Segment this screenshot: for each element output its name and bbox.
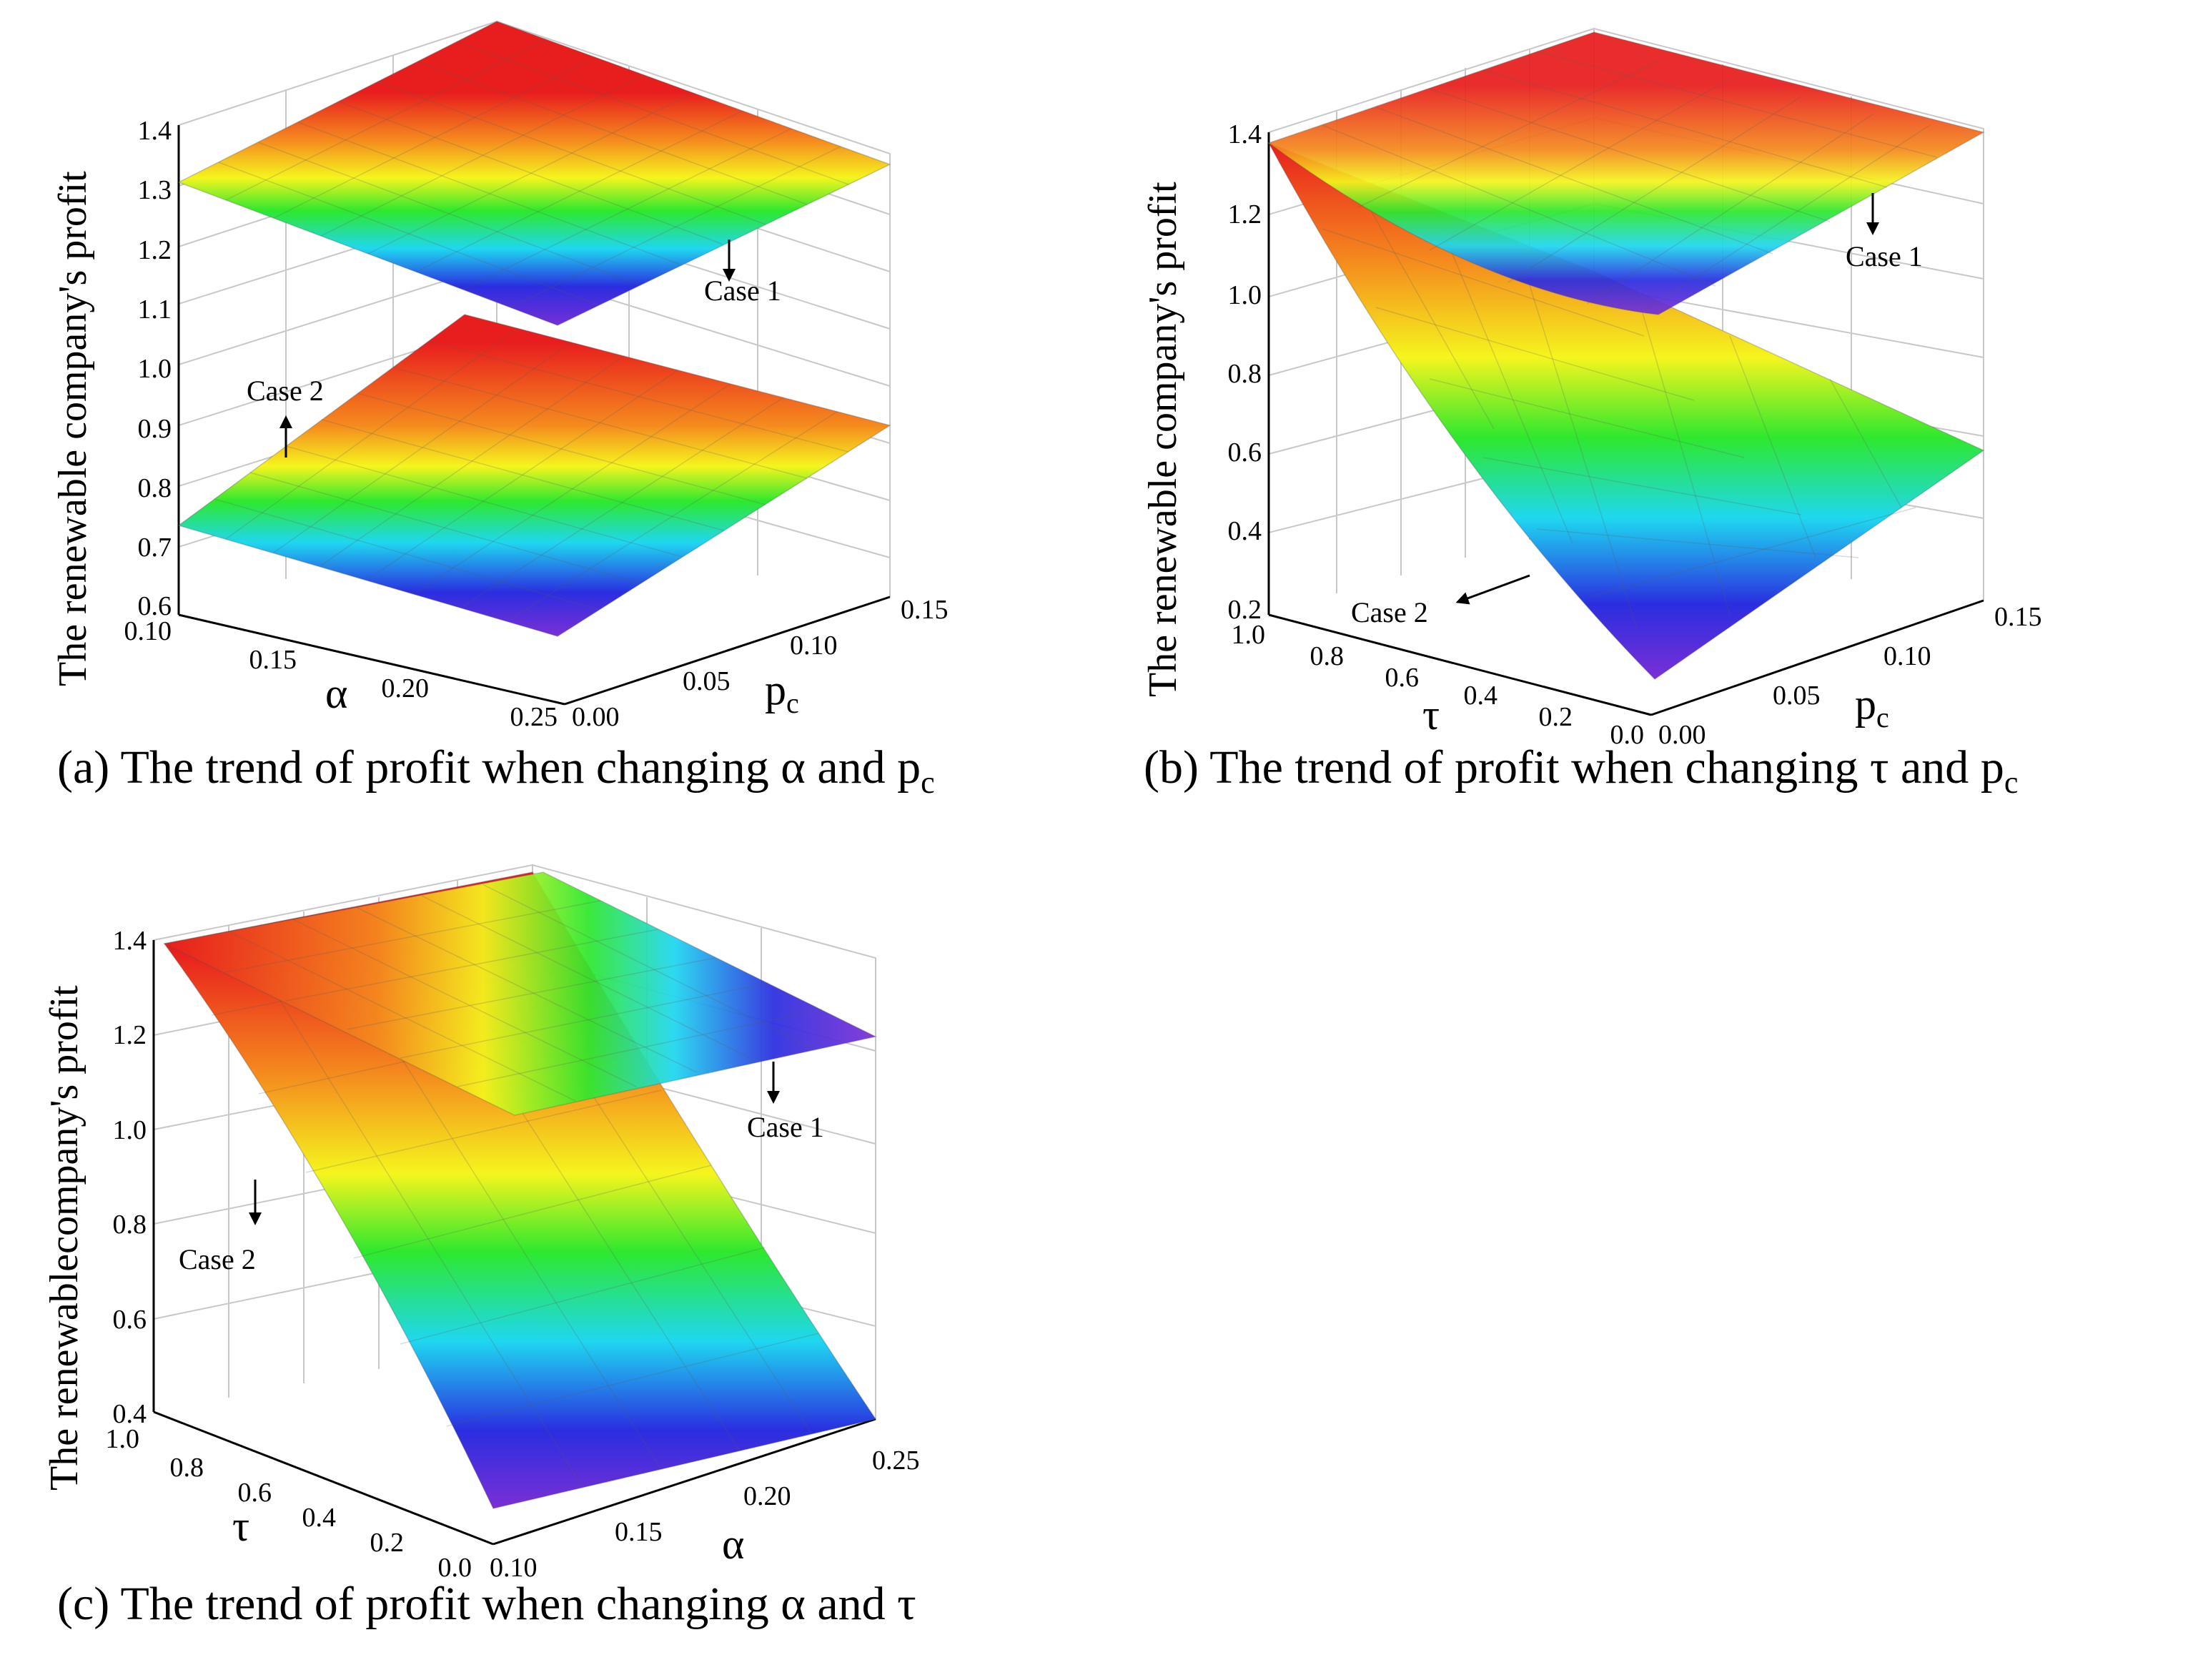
- z-tick: 1.0: [113, 1115, 147, 1145]
- width-tick: 0.00: [1658, 720, 1706, 750]
- z-tick: 1.3: [138, 175, 172, 205]
- depth-tick: 0.4: [1464, 681, 1498, 711]
- width-tick: 0.05: [683, 666, 731, 696]
- depth-tick: 0.6: [238, 1478, 272, 1508]
- z-tick: 0.8: [1228, 359, 1262, 389]
- width-tick: 0.25: [872, 1446, 920, 1476]
- depth-tick: 0.8: [1310, 641, 1345, 671]
- width-axis-title: pc: [1855, 681, 1889, 733]
- depth-tick: 1.0: [1232, 620, 1266, 650]
- annotation-case-2: Case 2: [1351, 574, 1530, 628]
- z-tick: 0.9: [138, 414, 172, 444]
- surface-case-2: [1267, 142, 1985, 680]
- width-tick: 0.10: [490, 1553, 538, 1583]
- z-tick: 0.4: [113, 1399, 147, 1429]
- z-tick: 0.6: [1228, 438, 1262, 468]
- case-1-label: Case 1: [747, 1111, 824, 1143]
- depth-tick: 0.4: [302, 1503, 337, 1533]
- z-tick: 1.1: [138, 295, 172, 325]
- z-tick: 1.0: [138, 354, 172, 384]
- width-axis-title: pc: [765, 666, 799, 719]
- width-tick: 0.15: [615, 1517, 663, 1547]
- z-tick: 1.2: [113, 1020, 147, 1050]
- case-1-label: Case 1: [1846, 240, 1923, 272]
- z-tick: 0.4: [1228, 516, 1262, 546]
- width-tick: 0.10: [790, 631, 838, 661]
- depth-tick: 0.0: [438, 1553, 472, 1583]
- surface-case-1: [162, 871, 878, 1116]
- depth-axis-title: τ: [232, 1503, 249, 1550]
- panel-a-z-ticks: 0.6 0.7 0.8 0.9 1.0 1.1 1.2 1.3 1.4: [138, 116, 172, 621]
- depth-tick: 0.8: [170, 1453, 204, 1483]
- y-axis-title: The renewable company's profit: [1141, 182, 1185, 697]
- width-tick: 0.15: [901, 595, 949, 625]
- panel-c-width-ticks: 0.10 0.15 0.20 0.25: [490, 1446, 920, 1583]
- width-tick: 0.00: [572, 702, 620, 732]
- annotation-case-1: Case 1: [1846, 193, 1923, 272]
- z-tick: 1.2: [1228, 199, 1262, 229]
- panel-a-depth-ticks: 0.10 0.15 0.20 0.25: [124, 616, 558, 732]
- depth-tick: 0.10: [124, 616, 172, 646]
- panel-a-axes: [177, 125, 891, 706]
- width-tick: 0.20: [743, 1481, 791, 1511]
- panel-b-axes: [1267, 132, 1984, 716]
- width-axis-title: α: [722, 1521, 744, 1568]
- surface-case-2: [177, 314, 891, 637]
- z-tick: 1.4: [138, 116, 172, 146]
- panel-b: 0.2 0.4 0.6 0.8 1.0 1.2 1.4 1.0 0.8 0.6 …: [1141, 27, 2042, 800]
- z-tick: 1.4: [1228, 119, 1262, 149]
- panel-c-axes: [152, 940, 876, 1546]
- panel-b-depth-ticks: 1.0 0.8 0.6 0.4 0.2 0.0: [1232, 620, 1645, 750]
- annotation-case-1: Case 1: [704, 239, 781, 307]
- annotation-case-2: Case 2: [247, 375, 324, 458]
- panel-a: 0.6 0.7 0.8 0.9 1.0 1.1 1.2 1.3 1.4 0.10…: [51, 20, 949, 800]
- z-tick: 0.8: [113, 1210, 147, 1240]
- depth-axis-title: α: [325, 670, 347, 717]
- annotation-case-1: Case 1: [747, 1062, 824, 1143]
- panel-b-width-ticks: 0.00 0.05 0.10 0.15: [1658, 602, 2042, 750]
- depth-tick: 1.0: [106, 1424, 140, 1454]
- surface-case-1: [177, 21, 891, 326]
- panel-a-width-ticks: 0.00 0.05 0.10 0.15: [572, 595, 949, 732]
- depth-tick: 0.15: [249, 645, 297, 675]
- z-tick: 0.6: [113, 1305, 147, 1335]
- depth-axis-title: τ: [1422, 691, 1440, 738]
- case-1-label: Case 1: [704, 275, 781, 307]
- width-tick: 0.15: [1994, 602, 2042, 632]
- depth-tick: 0.6: [1385, 663, 1420, 693]
- panel-c: 0.4 0.6 0.8 1.0 1.2 1.4 1.0 0.8 0.6 0.4 …: [42, 864, 920, 1630]
- z-tick: 1.2: [138, 235, 172, 265]
- depth-tick: 0.2: [370, 1528, 405, 1558]
- panel-c-z-ticks: 0.4 0.6 0.8 1.0 1.2 1.4: [113, 926, 147, 1429]
- width-tick: 0.10: [1883, 641, 1931, 671]
- panel-b-z-ticks: 0.2 0.4 0.6 0.8 1.0 1.2 1.4: [1228, 119, 1262, 625]
- z-tick: 1.0: [1228, 280, 1262, 310]
- z-tick: 0.7: [138, 533, 172, 563]
- depth-tick: 0.2: [1539, 702, 1573, 732]
- width-tick: 0.05: [1773, 681, 1821, 711]
- depth-tick: 0.0: [1610, 720, 1645, 750]
- case-2-label: Case 2: [1351, 596, 1428, 628]
- caption-b: (b) The trend of profit when changing τ …: [1144, 741, 2018, 800]
- z-tick: 0.2: [1228, 595, 1262, 625]
- depth-tick: 0.20: [382, 673, 430, 703]
- surface-case-1: [1267, 31, 1985, 315]
- caption-c: (c) The trend of profit when changing α …: [57, 1578, 916, 1630]
- y-axis-title: The renewable company's profit: [51, 171, 95, 686]
- z-tick: 0.8: [138, 473, 172, 503]
- y-axis-title: The renewablecompany's profit: [42, 985, 86, 1491]
- z-tick: 0.6: [138, 591, 172, 621]
- caption-a: (a) The trend of profit when changing α …: [57, 741, 935, 800]
- case-2-label: Case 2: [179, 1243, 256, 1275]
- depth-tick: 0.25: [510, 702, 558, 732]
- panel-c-depth-ticks: 1.0 0.8 0.6 0.4 0.2 0.0: [106, 1424, 472, 1583]
- case-2-label: Case 2: [247, 375, 324, 407]
- annotation-case-2: Case 2: [179, 1180, 262, 1275]
- z-tick: 1.4: [113, 926, 147, 956]
